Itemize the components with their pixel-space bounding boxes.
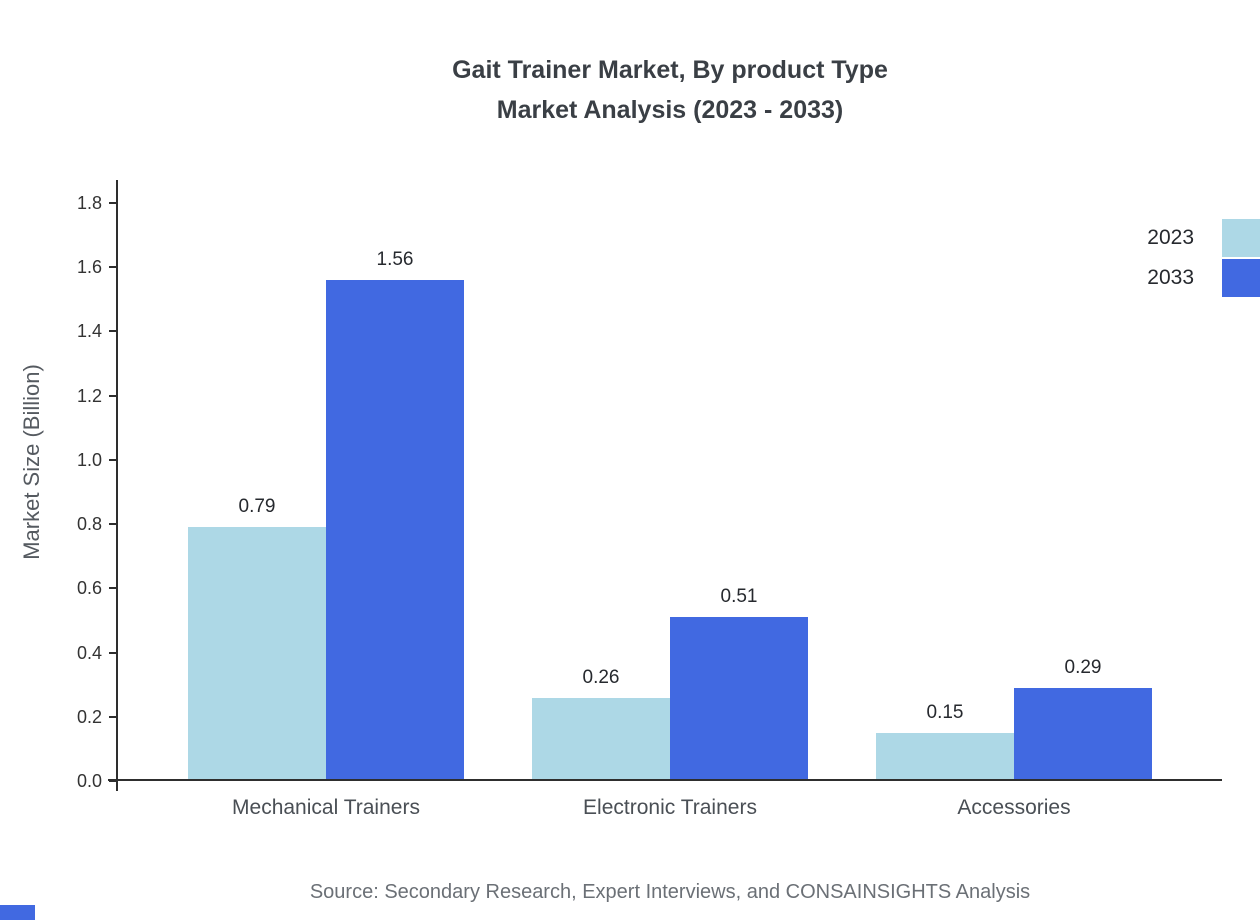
y-tick-mark <box>109 523 118 526</box>
y-tick-label-0.6: 0.6 <box>76 578 102 599</box>
y-tick-mark <box>109 715 118 718</box>
y-tick-label-0.0: 0.0 <box>76 771 102 791</box>
plot-area: 0.0 0.2 0.4 0.6 0.8 1.0 1.2 1.4 1.6 1.8 Mechanical… <box>77 180 1222 819</box>
y-tick-mark <box>109 330 118 333</box>
legend-item-2023: 2023 <box>1147 218 1260 258</box>
bar-2033-accessories <box>1014 687 1152 781</box>
value-label-2033-accessories: 0.29 <box>1064 656 1102 678</box>
value-label-2033-mechanical-trainers: 1.56 <box>376 249 414 271</box>
chart-title-line2: Market Analysis (2023 - 2033) <box>496 96 844 124</box>
y-tick-mark <box>109 202 118 204</box>
y-tick-label-0.4: 0.4 <box>76 642 102 663</box>
y-axis-title: Market Size (Billion) <box>19 364 44 560</box>
y-tick-mark <box>109 651 118 654</box>
legend-swatch-2023 <box>1222 219 1260 257</box>
y-tick-mark <box>109 587 118 590</box>
legend-label-2023: 2023 <box>1147 226 1194 249</box>
y-axis-spine <box>116 180 118 791</box>
y-tick-mark <box>109 266 118 269</box>
value-label-2023-accessories: 0.15 <box>926 701 964 723</box>
y-tick-label-1.8: 1.8 <box>76 193 102 213</box>
y-tick-mark <box>109 458 118 461</box>
chart-title: Gait Trainer Market, By product Type Mar… <box>118 50 1222 130</box>
x-category-label-accessories: Accessories <box>957 796 1071 819</box>
y-tick-label-1.2: 1.2 <box>76 385 102 406</box>
y-tick-label-1.6: 1.6 <box>76 257 102 278</box>
source-caption: Source: Secondary Research, Expert Inter… <box>309 881 1031 903</box>
brand-mark <box>0 905 35 920</box>
x-category-label-mechanical-trainers: Mechanical Trainers <box>232 796 420 819</box>
bar-2033-electronic-trainers <box>670 617 808 781</box>
value-label-2033-electronic-trainers: 0.51 <box>720 586 758 608</box>
bar-2023-mechanical-trainers <box>188 527 326 781</box>
legend-label-2033: 2033 <box>1147 266 1194 289</box>
bar-2023-electronic-trainers <box>532 697 670 781</box>
value-label-2023-mechanical-trainers: 0.79 <box>238 496 276 518</box>
y-tick-label-0.8: 0.8 <box>76 514 102 535</box>
y-tick-label-1.4: 1.4 <box>76 321 102 342</box>
y-tick-mark <box>109 394 118 397</box>
legend: 2023 2033 <box>1147 218 1260 298</box>
value-label-2023-electronic-trainers: 0.26 <box>582 666 620 688</box>
bar-2033-mechanical-trainers <box>326 280 464 781</box>
legend-swatch-2033 <box>1222 259 1260 297</box>
x-axis-spine <box>108 779 1222 781</box>
legend-item-2033: 2033 <box>1147 258 1260 298</box>
y-tick-mark <box>109 780 118 782</box>
y-tick-label-0.2: 0.2 <box>76 706 102 727</box>
y-tick-label-1.0: 1.0 <box>76 449 102 470</box>
x-category-label-electronic-trainers: Electronic Trainers <box>583 796 757 819</box>
bar-2023-accessories <box>876 732 1014 781</box>
chart-title-line1: Gait Trainer Market, By product Type <box>452 56 888 84</box>
